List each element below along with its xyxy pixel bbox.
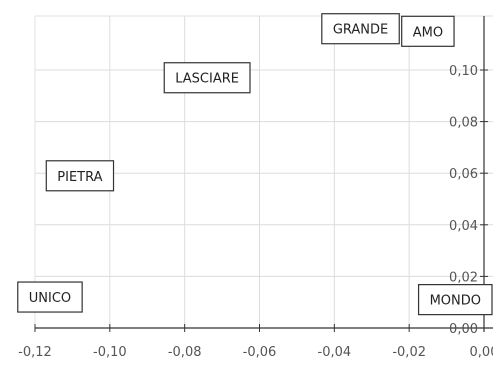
point-label-grande: GRANDE [321, 13, 400, 45]
x-tick-label: -0,06 [243, 345, 277, 360]
point-label-text: MONDO [430, 294, 481, 309]
point-label-pietra: PIETRA [45, 160, 115, 192]
y-tick-label: 0,06 [449, 167, 478, 182]
x-tick-label: -0,10 [93, 345, 127, 360]
x-tick-label: -0,02 [392, 345, 426, 360]
point-label-box [321, 13, 400, 45]
y-tick-label: 0,10 [449, 64, 478, 79]
point-label-box [401, 15, 455, 47]
point-label-mondo: MONDO [417, 284, 493, 316]
y-axis-ticks: 0,00 0,02 0,04 0,06 0,08 0,10 [449, 64, 488, 337]
point-label-box [417, 284, 493, 316]
x-tick-label: -0,08 [168, 345, 202, 360]
point-label-text: AMO [413, 25, 443, 40]
point-label-text: PIETRA [57, 170, 102, 185]
x-tick-label: 0,00 [470, 345, 493, 360]
point-label-text: LASCIARE [175, 72, 239, 87]
point-label-box [17, 281, 83, 313]
point-label-amo: AMO [401, 15, 455, 47]
y-tick-label: 0,04 [449, 219, 478, 234]
point-label-box [45, 160, 115, 192]
x-tick-label: -0,04 [318, 345, 352, 360]
point-label-text: UNICO [29, 291, 71, 306]
y-tick-label: 0,08 [449, 116, 478, 131]
x-tick-label: -0,12 [18, 345, 52, 360]
point-label-text: GRANDE [333, 23, 388, 38]
point-label-box [163, 62, 251, 94]
y-tick-label: 0,00 [449, 322, 478, 337]
axes [35, 16, 493, 332]
point-label-lasciare: LASCIARE [163, 62, 251, 94]
point-label-unico: UNICO [17, 281, 83, 313]
x-axis-ticks: -0,12 -0,10 -0,08 -0,06 -0,04 -0,02 0,00 [18, 324, 493, 360]
y-tick-label: 0,02 [449, 270, 478, 285]
data-points: GRANDE AMO LASCIARE PIETRA UNICO MONDO [17, 13, 493, 316]
